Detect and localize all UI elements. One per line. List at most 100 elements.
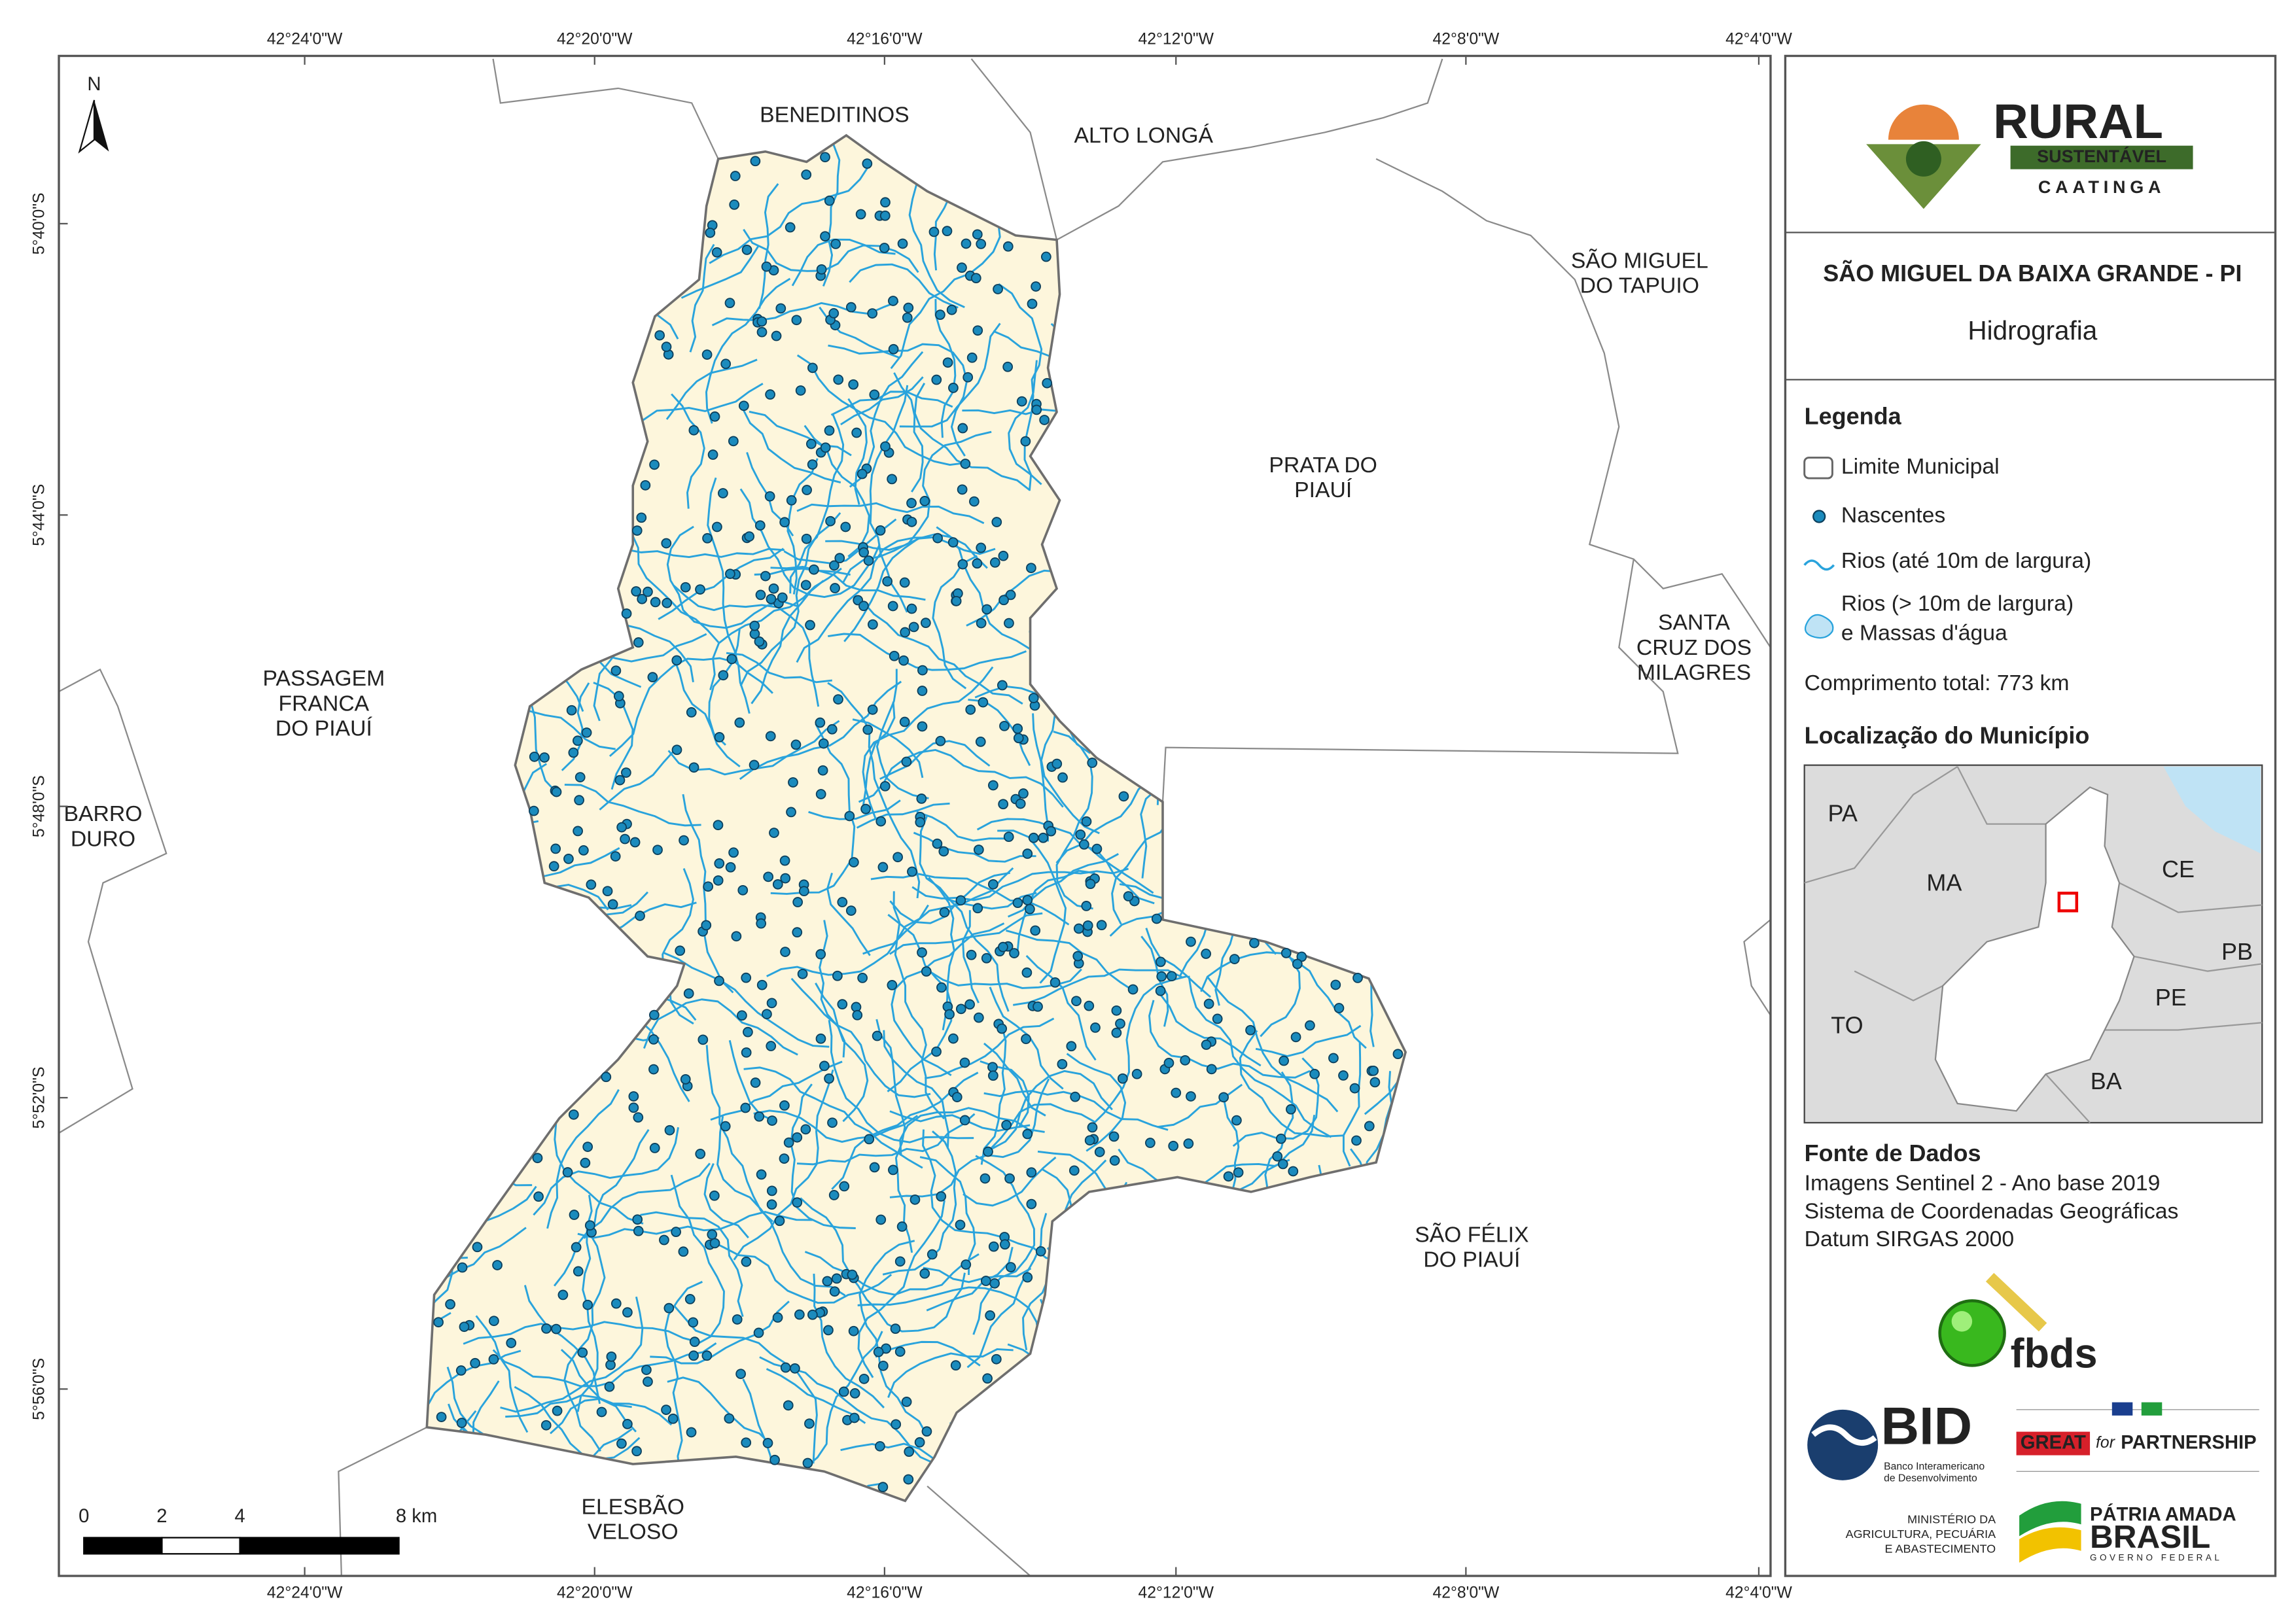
spring — [914, 1437, 925, 1448]
river — [670, 1174, 725, 1346]
spring — [1015, 798, 1026, 809]
river — [663, 951, 830, 1048]
spring — [997, 680, 1008, 691]
spring — [749, 620, 760, 631]
river — [650, 1300, 790, 1365]
river — [962, 910, 980, 1003]
spring — [671, 1227, 682, 1238]
spring — [455, 1365, 467, 1376]
river — [852, 718, 924, 778]
spring — [804, 1418, 815, 1429]
spring — [946, 304, 957, 315]
spring — [827, 1117, 838, 1128]
spring — [877, 1482, 889, 1493]
spring — [552, 1405, 563, 1416]
spring — [725, 862, 736, 873]
spring — [550, 843, 561, 854]
lon-label: 42°12'0"W — [1138, 30, 1214, 48]
fbds-bar — [1985, 1272, 2047, 1332]
spring — [838, 1386, 849, 1397]
river — [554, 1123, 644, 1225]
spring — [633, 1112, 644, 1123]
river — [891, 922, 1005, 1077]
spring — [820, 231, 830, 242]
spring — [601, 1072, 612, 1083]
spring — [848, 857, 859, 867]
river — [754, 567, 851, 576]
river — [726, 652, 832, 684]
river — [561, 682, 590, 771]
spring — [1115, 1018, 1125, 1029]
logo-sun — [1888, 104, 1959, 140]
river — [599, 749, 675, 811]
spring — [825, 515, 836, 527]
state-label: BA — [2091, 1068, 2122, 1094]
spring — [720, 1121, 731, 1132]
spring — [671, 744, 682, 756]
spring — [713, 820, 724, 831]
spring — [1057, 1058, 1068, 1070]
spring — [989, 557, 1000, 568]
spring — [1118, 791, 1129, 802]
spring — [741, 245, 752, 255]
river — [475, 1315, 529, 1433]
neighbor-boundary — [1056, 58, 1443, 241]
scale-label: 4 — [235, 1506, 245, 1527]
logo-band — [2010, 145, 2193, 169]
spring — [880, 441, 891, 452]
spring — [686, 1427, 697, 1438]
place-label: SANTA — [1658, 610, 1730, 635]
spring — [1081, 901, 1092, 911]
neighbor-boundary — [970, 58, 1058, 240]
spring — [975, 737, 986, 747]
spring — [760, 570, 771, 582]
neighbor-boundary — [927, 1485, 1031, 1577]
brasil-line: PÁTRIA AMADA — [2090, 1503, 2236, 1526]
spring — [826, 724, 838, 735]
logo-tree — [1905, 141, 1941, 177]
spring — [643, 586, 653, 597]
spring — [1212, 1013, 1223, 1024]
spring — [845, 302, 857, 313]
spring — [832, 970, 843, 981]
springs — [433, 152, 1404, 1493]
spring — [1087, 1122, 1098, 1133]
inset-border — [2119, 882, 2263, 913]
place-label: SÃO MIGUEL — [1571, 248, 1708, 273]
spring — [569, 1210, 580, 1220]
spring — [728, 847, 739, 858]
scale-segment — [239, 1537, 400, 1555]
spring — [689, 1336, 700, 1348]
river — [997, 829, 1067, 984]
place-label: DO PIAUÍ — [1423, 1248, 1521, 1272]
spring — [973, 845, 984, 855]
spring — [749, 759, 760, 771]
spring — [839, 1181, 850, 1192]
spring — [1290, 1032, 1301, 1043]
spring — [970, 273, 981, 283]
spring — [701, 1350, 713, 1361]
spring — [671, 655, 682, 666]
spring — [737, 1010, 747, 1021]
river — [919, 816, 1010, 1012]
spring — [780, 1362, 791, 1373]
lat-label: 5°40'0"S — [30, 192, 48, 254]
spring — [433, 1317, 444, 1328]
spring — [756, 979, 768, 990]
river — [815, 983, 869, 1123]
spring — [991, 517, 1002, 527]
spring — [650, 597, 661, 608]
place-label: BARRO — [64, 801, 143, 826]
spring — [602, 886, 613, 897]
spring — [1069, 1165, 1080, 1176]
river — [892, 891, 945, 1120]
place-label: PIAUÍ — [1294, 478, 1352, 502]
spring — [888, 343, 899, 355]
spring — [794, 1309, 805, 1320]
spring — [1131, 1068, 1142, 1079]
spring — [942, 226, 953, 237]
spring — [750, 156, 761, 167]
spring — [879, 780, 891, 792]
spring — [756, 918, 767, 929]
